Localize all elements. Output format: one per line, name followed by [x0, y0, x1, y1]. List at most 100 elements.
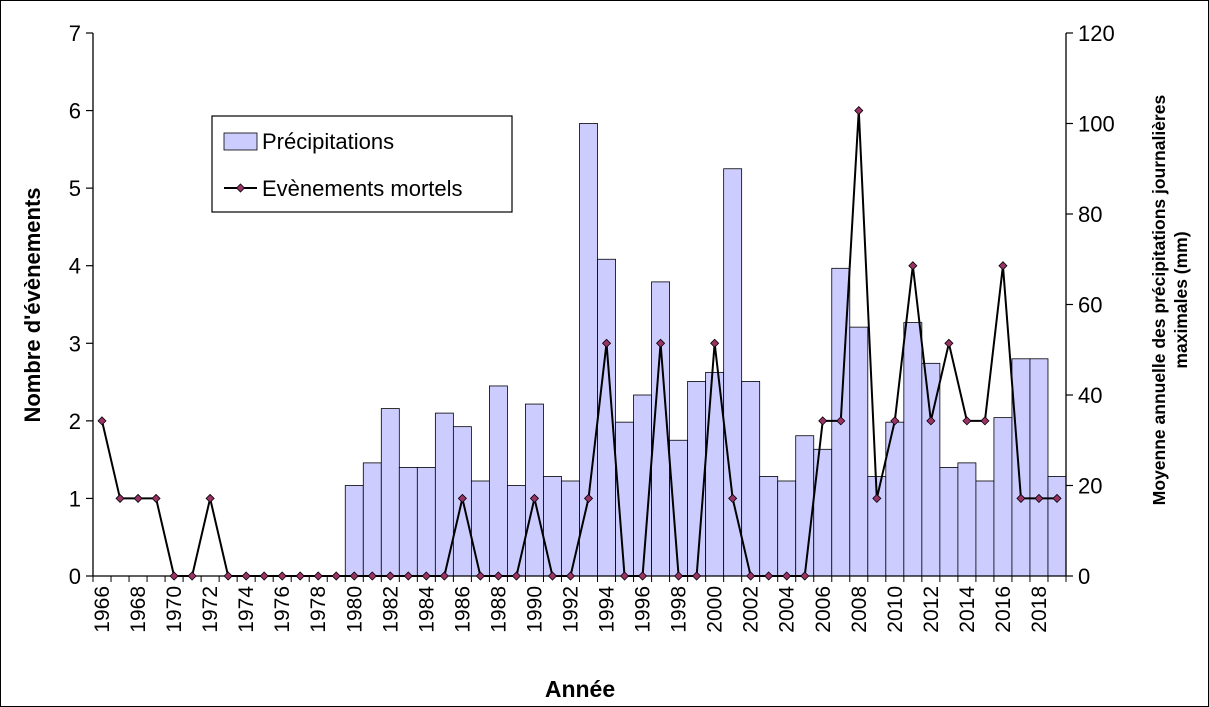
x-axis-title: Année: [545, 676, 615, 702]
legend-swatch-precipitations: [223, 132, 258, 151]
x-tick-label: 2016: [992, 586, 1015, 633]
x-tick-label: 1970: [163, 586, 186, 633]
event-point-1984: [421, 571, 431, 581]
x-tick-label: 2010: [884, 586, 907, 633]
event-point-2019: [1052, 493, 1062, 503]
bar-2016: [993, 417, 1013, 577]
x-tick-label: 1976: [271, 586, 294, 633]
event-point-2004: [782, 571, 792, 581]
legend-box: [211, 115, 513, 213]
event-point-2009: [872, 493, 882, 503]
event-point-1991: [547, 571, 558, 581]
bar-1999: [687, 381, 707, 577]
left-tick-label: 6: [69, 99, 81, 124]
event-point-1976: [277, 571, 287, 581]
legend-marker-events: [235, 183, 246, 193]
bar-1987: [470, 480, 490, 577]
right-tick-label: 20: [1078, 474, 1102, 499]
event-point-1985: [439, 571, 449, 581]
bar-1989: [507, 485, 526, 577]
event-point-2010: [890, 416, 900, 426]
event-point-1990: [529, 493, 540, 503]
left-tick-label: 1: [69, 486, 81, 511]
event-point-1970: [169, 571, 179, 581]
bar-1992: [561, 480, 580, 577]
event-point-1992: [565, 571, 576, 581]
x-tick-label: 1998: [668, 586, 691, 633]
event-point-1988: [493, 571, 503, 581]
bar-2013: [939, 466, 959, 577]
bar-2019: [1047, 476, 1067, 577]
bar-2003: [759, 476, 779, 577]
event-point-1974: [241, 571, 251, 581]
left-tick-label: 4: [69, 254, 81, 279]
event-point-1980: [349, 571, 359, 581]
x-tick-label: 1974: [235, 586, 258, 633]
event-point-1986: [457, 493, 467, 503]
x-tick-label: 1966: [91, 586, 114, 633]
event-point-1994: [601, 338, 612, 348]
bar-2017: [1011, 358, 1031, 577]
event-point-2006: [818, 416, 828, 426]
bar-2014: [957, 462, 977, 577]
bar-2001: [723, 168, 743, 577]
right-tick-label: 100: [1078, 112, 1115, 137]
x-ticks: 1966 1968 1970 1972 1974 1976 1978 1980 1982 1984…: [91, 576, 1067, 633]
event-point-1967: [115, 493, 125, 503]
left-tick-label: 3: [69, 331, 81, 356]
event-point-1993: [583, 493, 594, 503]
event-point-1987: [475, 571, 485, 581]
event-point-1978: [313, 571, 323, 581]
event-point-1981: [367, 571, 377, 581]
event-point-2015: [980, 416, 990, 426]
x-tick-label: 1982: [379, 586, 402, 633]
event-point-2007: [836, 416, 846, 426]
event-point-1979: [331, 571, 341, 581]
event-point-1971: [187, 571, 197, 581]
x-tick-label: 2014: [956, 586, 979, 633]
event-point-1998: [674, 571, 684, 581]
bar-1984: [416, 466, 436, 577]
event-point-1996: [637, 571, 648, 581]
event-point-1989: [511, 571, 522, 581]
x-tick-label: 2004: [776, 586, 799, 633]
x-tick-label: 1986: [451, 586, 474, 633]
left-axis-title: Nombre d'évènements: [20, 187, 45, 422]
x-tick-label: 1980: [343, 586, 366, 633]
x-tick-label: 1972: [199, 586, 222, 633]
bar-2005: [795, 435, 815, 577]
bar-2018: [1029, 358, 1049, 577]
right-axis-title: Moyenne annuelle des précipitations jour…: [1149, 95, 1191, 506]
event-point-1975: [259, 571, 269, 581]
x-tick-label: 1996: [632, 586, 655, 633]
event-point-1999: [692, 571, 702, 581]
event-point-1982: [385, 571, 395, 581]
x-tick-label: 2012: [920, 586, 943, 633]
bar-1983: [398, 466, 418, 577]
bar-1990: [525, 403, 544, 577]
event-point-2017: [1016, 493, 1026, 503]
right-y-ticks: 0 20 40 60 80 100 120: [1066, 21, 1115, 589]
right-tick-label: 0: [1078, 564, 1090, 589]
left-tick-label: 5: [69, 176, 81, 201]
bar-1993: [579, 123, 598, 577]
right-axis-title-line-2: maximales (mm): [1171, 231, 1191, 368]
event-point-2001: [728, 493, 738, 503]
x-tick-label: 1994: [596, 586, 619, 633]
bar-2011: [903, 322, 923, 577]
x-tick-label: 1992: [559, 586, 582, 633]
left-tick-label: 0: [69, 564, 81, 589]
event-point-2008: [854, 106, 864, 116]
right-axis-title-line-1: Moyenne annuelle des précipitations jour…: [1149, 95, 1169, 506]
x-tick-label: 1984: [415, 586, 438, 633]
event-point-1972: [205, 493, 215, 503]
bar-1998: [669, 439, 689, 577]
legend-label-events: Evènements mortels: [262, 176, 463, 201]
x-tick-label: 1990: [523, 586, 546, 633]
x-tick-label: 1988: [487, 586, 510, 633]
event-point-2011: [908, 261, 918, 271]
event-point-2013: [944, 338, 954, 348]
bar-2015: [975, 480, 995, 577]
event-point-1983: [403, 571, 413, 581]
